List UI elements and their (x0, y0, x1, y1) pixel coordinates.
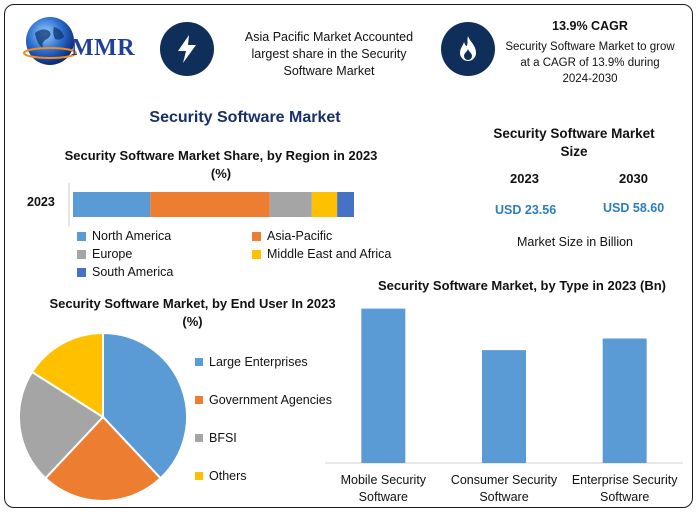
end-user-legend-item: Government Agencies (195, 393, 332, 407)
lightning-icon (160, 22, 214, 76)
legend-swatch (77, 231, 86, 241)
cagr-text: Security Software Market to grow at a CA… (505, 41, 675, 85)
end-user-legend-item: Large Enterprises (195, 355, 308, 369)
end-user-legend-item: BFSI (195, 431, 237, 445)
type-x-axis-labels: Mobile Security Software Consumer Securit… (323, 472, 685, 506)
legend-label: Middle East and Africa (267, 247, 392, 261)
legend-label: North America (92, 229, 172, 243)
legend-swatch (252, 231, 261, 241)
market-size-value-2023: USD 23.56 (495, 203, 557, 217)
legend-swatch (77, 267, 86, 277)
region-chart-title: Security Software Market Share, by Regio… (64, 148, 378, 181)
market-size-title: Security Software Market Size (493, 126, 655, 159)
market-size-year-2023: 2023 (510, 171, 539, 186)
type-chart-title: Security Software Market, by Type in 202… (377, 278, 666, 293)
region-legend-item: Middle East and Africa (252, 247, 391, 261)
pie-slice-large-enterprises (102, 331, 188, 480)
legend-label: Europe (92, 247, 133, 261)
main-title: Security Software Market (149, 109, 341, 126)
type-x-tick-label: Enterprise Security Software (571, 473, 678, 504)
region-stacked-bar-chart (68, 183, 354, 227)
pie-slice-government-agencies (44, 415, 162, 502)
type-x-tick-label: Mobile Security Software (340, 473, 427, 504)
region-bar-year-label: 2023 (27, 195, 55, 209)
type-bar-mobile-security-software (361, 308, 406, 463)
flame-icon (441, 22, 495, 76)
type-bar-enterprise-security-software (602, 338, 647, 463)
type-bar-chart (325, 308, 683, 464)
market-size-note: Market Size in Billion (516, 235, 633, 249)
legend-label: South America (92, 265, 174, 279)
pie-slice-bfsi (18, 370, 105, 480)
cagr-title: 13.9% CAGR (552, 19, 628, 33)
legend-label: Asia-Pacific (267, 229, 333, 243)
region-legend-item: North America (77, 229, 171, 243)
legend-label: BFSI (209, 431, 237, 445)
region-segment-asia-pacific (150, 192, 270, 217)
legend-swatch (252, 249, 261, 259)
legend-swatch (195, 434, 203, 442)
region-segment-middle-east-and-africa (311, 192, 338, 217)
pie-slice-others (30, 331, 104, 419)
infographic-frame: MMR Asia Pacific Market Accounted larges… (4, 4, 693, 508)
legend-label: Government Agencies (209, 393, 332, 407)
globe-logo-icon (23, 17, 77, 65)
region-share-note: Asia Pacific Market Accounted largest sh… (244, 30, 414, 78)
type-bar-consumer-security-software (482, 350, 526, 463)
legend-swatch (77, 249, 86, 259)
legend-label: Others (209, 469, 247, 483)
region-legend-item: Asia-Pacific (252, 229, 332, 243)
legend-label: Large Enterprises (209, 355, 308, 369)
end-user-pie-chart (18, 331, 188, 502)
region-segment-south-america (337, 192, 354, 217)
legend-swatch (195, 472, 203, 480)
region-segment-north-america (73, 192, 151, 217)
type-x-tick-label: Consumer Security Software (450, 473, 558, 504)
region-legend-item: Europe (77, 247, 132, 261)
market-size-value-2030: USD 58.60 (603, 201, 665, 215)
market-size-year-2030: 2030 (619, 171, 648, 186)
end-user-legend-item: Others (195, 469, 247, 483)
end-user-chart-title: Security Software Market, by End User In… (49, 296, 336, 329)
logo-text: MMR (71, 35, 136, 61)
legend-swatch (195, 358, 203, 366)
legend-swatch (195, 396, 203, 404)
region-segment-europe (269, 192, 312, 217)
region-legend-item: South America (77, 265, 173, 279)
